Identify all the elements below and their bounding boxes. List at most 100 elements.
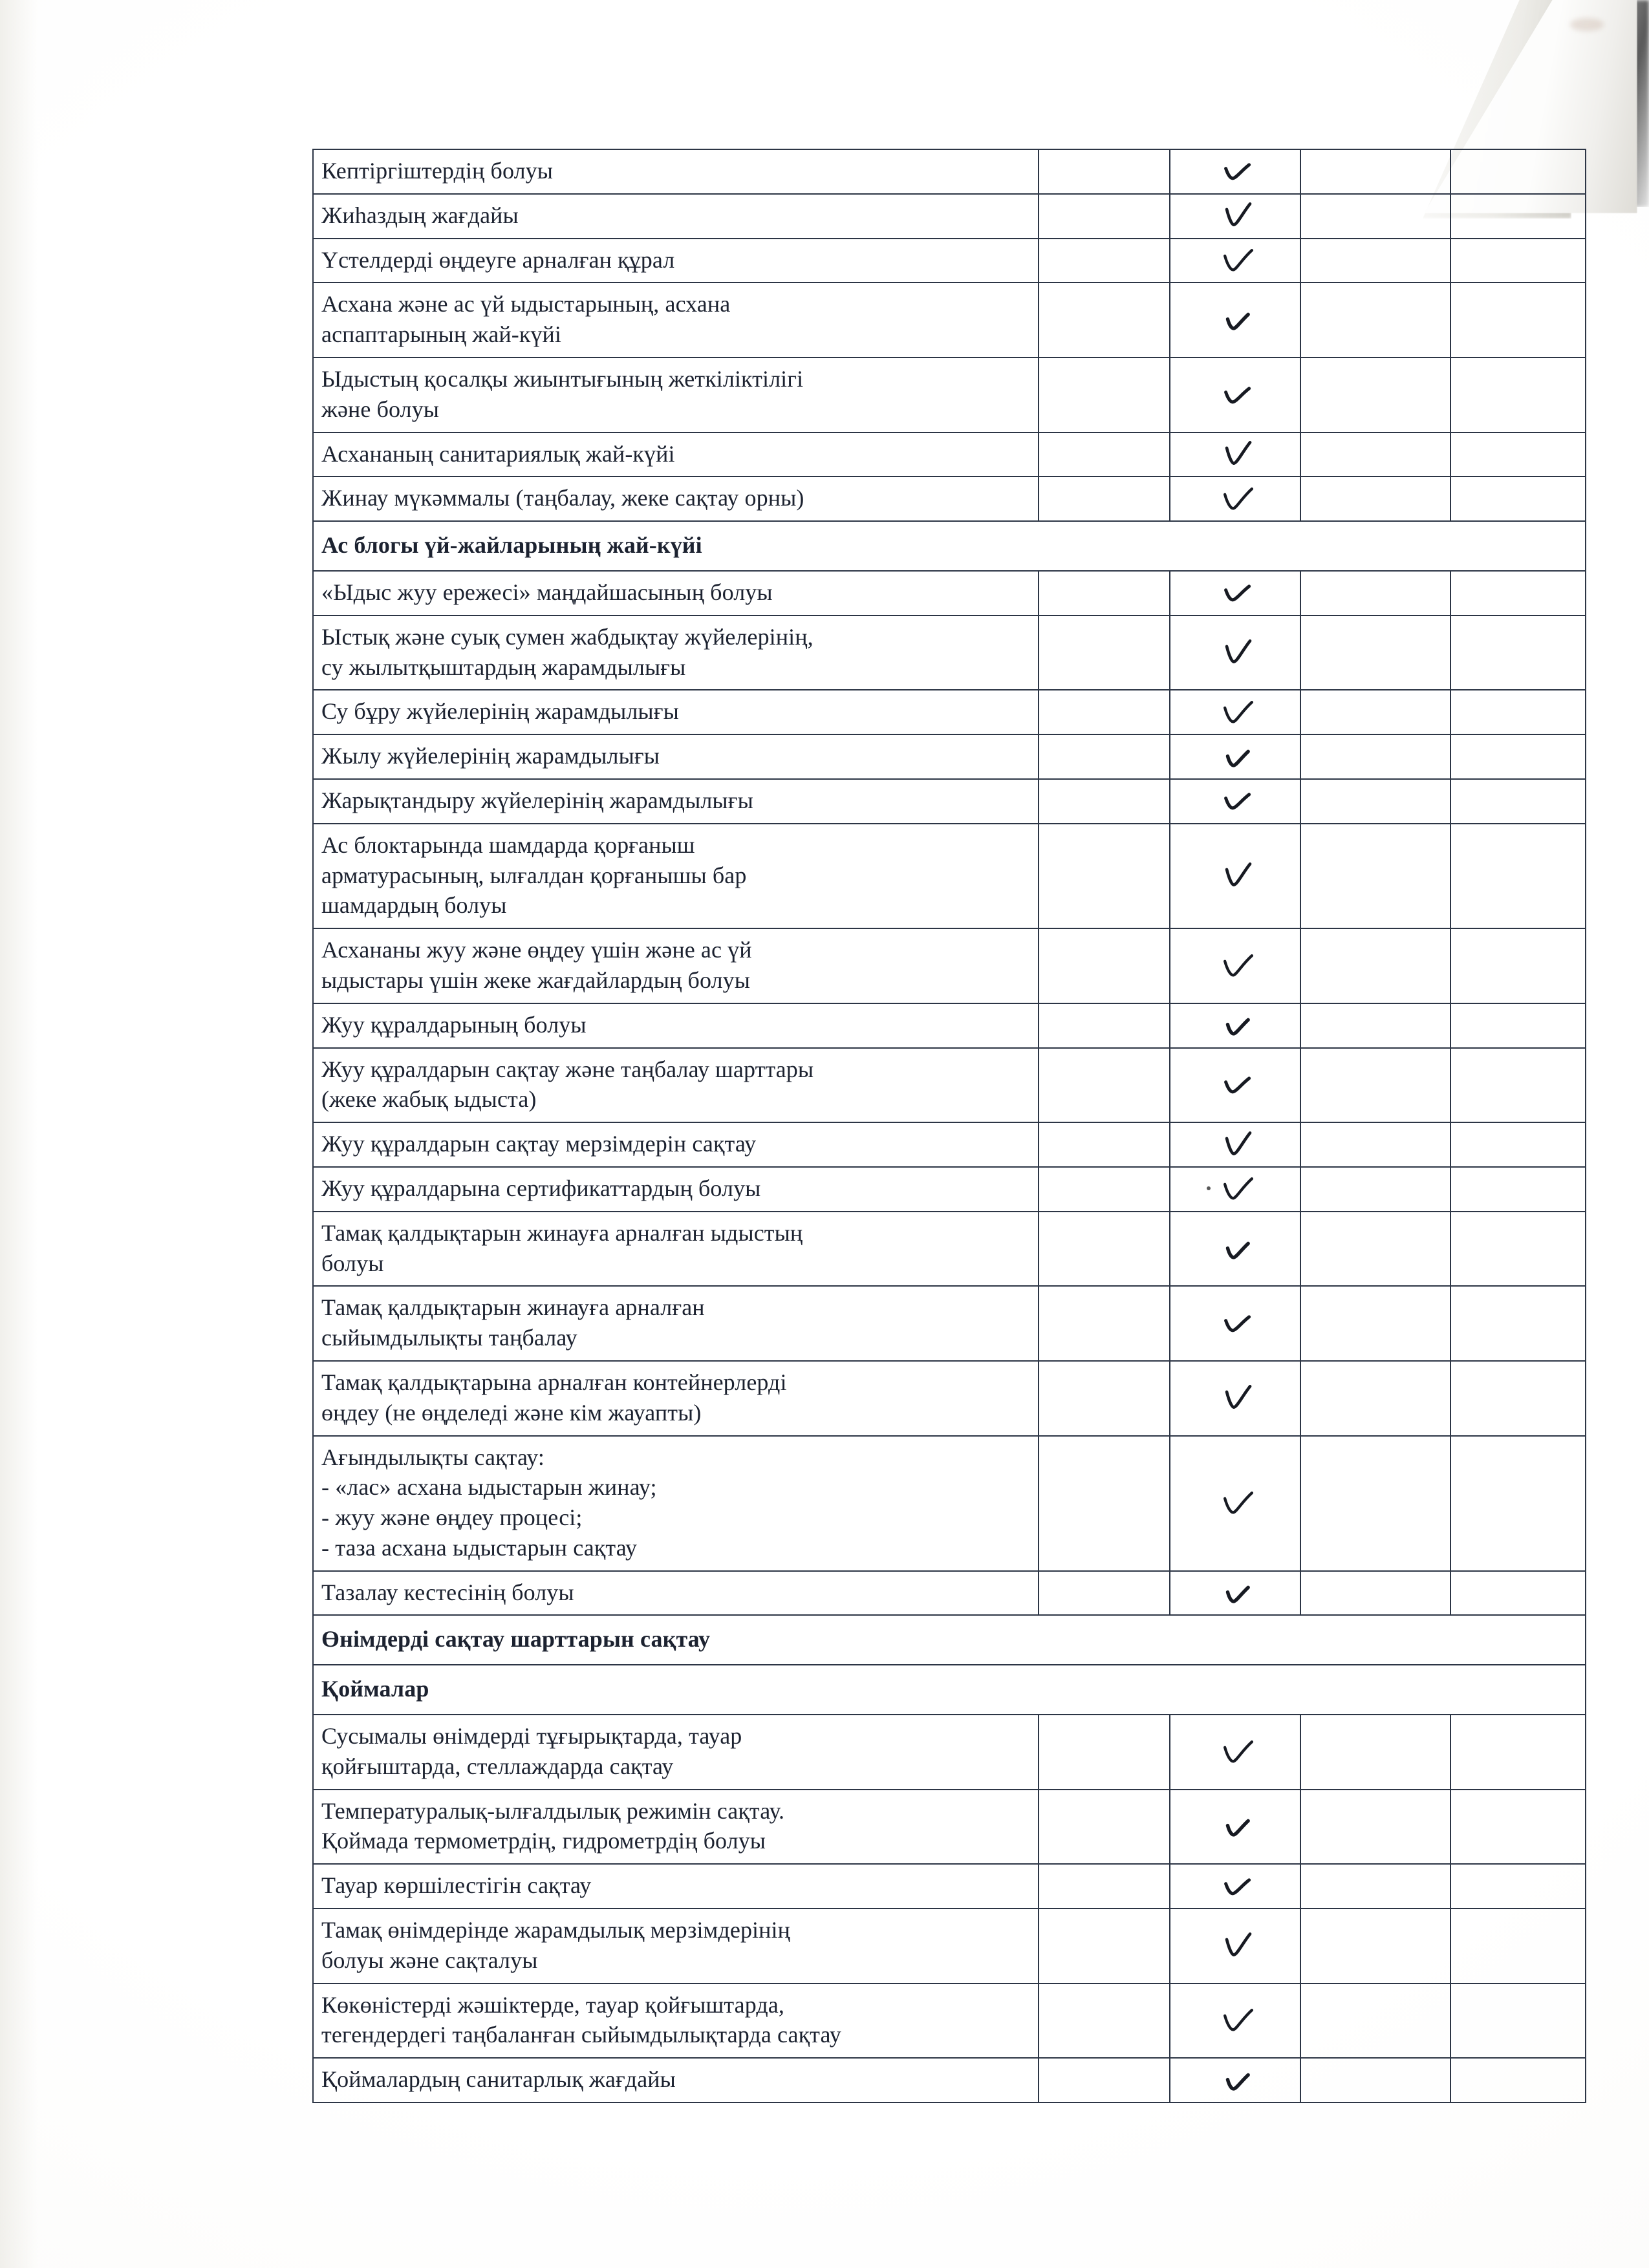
column2-cell[interactable] [1038, 1570, 1170, 1616]
column4-cell[interactable] [1300, 149, 1451, 195]
mark-cell[interactable] [1169, 1166, 1301, 1212]
column2-cell[interactable] [1038, 1435, 1170, 1572]
mark-cell[interactable] [1169, 614, 1301, 691]
column2-cell[interactable] [1038, 928, 1170, 1004]
mark-cell[interactable] [1169, 1570, 1301, 1616]
column2-cell[interactable] [1038, 1360, 1170, 1437]
column4-cell[interactable] [1300, 193, 1451, 239]
column5-cell[interactable] [1450, 1166, 1586, 1212]
mark-cell[interactable] [1169, 1982, 1301, 2059]
column5-cell[interactable] [1450, 1122, 1586, 1168]
column4-cell[interactable] [1300, 928, 1451, 1004]
mark-cell[interactable] [1169, 778, 1301, 824]
column5-cell[interactable] [1450, 1047, 1586, 1124]
column2-cell[interactable] [1038, 689, 1170, 736]
mark-cell[interactable] [1169, 149, 1301, 195]
column5-cell[interactable] [1450, 928, 1586, 1004]
column5-cell[interactable] [1450, 1435, 1586, 1572]
column2-cell[interactable] [1038, 1285, 1170, 1362]
column2-cell[interactable] [1038, 149, 1170, 195]
mark-cell[interactable] [1169, 2057, 1301, 2104]
column2-cell[interactable] [1038, 2057, 1170, 2104]
column5-cell[interactable] [1450, 1570, 1586, 1616]
column2-cell[interactable] [1038, 1982, 1170, 2059]
mark-cell[interactable] [1169, 1863, 1301, 1910]
column4-cell[interactable] [1300, 1210, 1451, 1287]
column2-cell[interactable] [1038, 356, 1170, 433]
column5-cell[interactable] [1450, 734, 1586, 780]
mark-cell[interactable] [1169, 1122, 1301, 1168]
column4-cell[interactable] [1300, 282, 1451, 358]
column2-cell[interactable] [1038, 1166, 1170, 1212]
mark-cell[interactable] [1169, 570, 1301, 616]
column2-cell[interactable] [1038, 1047, 1170, 1124]
column4-cell[interactable] [1300, 1908, 1451, 1984]
column5-cell[interactable] [1450, 431, 1586, 478]
mark-cell[interactable] [1169, 1210, 1301, 1287]
column4-cell[interactable] [1300, 1047, 1451, 1124]
column4-cell[interactable] [1300, 1863, 1451, 1910]
column4-cell[interactable] [1300, 476, 1451, 522]
column4-cell[interactable] [1300, 822, 1451, 930]
column2-cell[interactable] [1038, 1210, 1170, 1287]
column2-cell[interactable] [1038, 734, 1170, 780]
mark-cell[interactable] [1169, 237, 1301, 284]
column5-cell[interactable] [1450, 1982, 1586, 2059]
column2-cell[interactable] [1038, 1863, 1170, 1910]
column5-cell[interactable] [1450, 193, 1586, 239]
mark-cell[interactable] [1169, 1908, 1301, 1984]
column4-cell[interactable] [1300, 734, 1451, 780]
column5-cell[interactable] [1450, 778, 1586, 824]
column2-cell[interactable] [1038, 1908, 1170, 1984]
column4-cell[interactable] [1300, 1435, 1451, 1572]
mark-cell[interactable] [1169, 1788, 1301, 1865]
mark-cell[interactable] [1169, 193, 1301, 239]
column2-cell[interactable] [1038, 1788, 1170, 1865]
column5-cell[interactable] [1450, 476, 1586, 522]
column2-cell[interactable] [1038, 193, 1170, 239]
column4-cell[interactable] [1300, 570, 1451, 616]
mark-cell[interactable] [1169, 1047, 1301, 1124]
mark-cell[interactable] [1169, 822, 1301, 930]
column2-cell[interactable] [1038, 431, 1170, 478]
column4-cell[interactable] [1300, 778, 1451, 824]
column5-cell[interactable] [1450, 2057, 1586, 2104]
column5-cell[interactable] [1450, 1908, 1586, 1984]
column5-cell[interactable] [1450, 1285, 1586, 1362]
column5-cell[interactable] [1450, 282, 1586, 358]
column4-cell[interactable] [1300, 431, 1451, 478]
column2-cell[interactable] [1038, 614, 1170, 691]
column2-cell[interactable] [1038, 1714, 1170, 1790]
column2-cell[interactable] [1038, 476, 1170, 522]
column5-cell[interactable] [1450, 822, 1586, 930]
mark-cell[interactable] [1169, 356, 1301, 433]
mark-cell[interactable] [1169, 689, 1301, 736]
column2-cell[interactable] [1038, 570, 1170, 616]
column4-cell[interactable] [1300, 1714, 1451, 1790]
column4-cell[interactable] [1300, 2057, 1451, 2104]
column4-cell[interactable] [1300, 1002, 1451, 1049]
column5-cell[interactable] [1450, 1714, 1586, 1790]
column4-cell[interactable] [1300, 237, 1451, 284]
mark-cell[interactable] [1169, 1002, 1301, 1049]
column2-cell[interactable] [1038, 778, 1170, 824]
column5-cell[interactable] [1450, 149, 1586, 195]
column5-cell[interactable] [1450, 1788, 1586, 1865]
column5-cell[interactable] [1450, 1002, 1586, 1049]
column4-cell[interactable] [1300, 1982, 1451, 2059]
column4-cell[interactable] [1300, 1570, 1451, 1616]
column2-cell[interactable] [1038, 237, 1170, 284]
mark-cell[interactable] [1169, 1360, 1301, 1437]
column5-cell[interactable] [1450, 689, 1586, 736]
mark-cell[interactable] [1169, 1714, 1301, 1790]
mark-cell[interactable] [1169, 734, 1301, 780]
column4-cell[interactable] [1300, 1166, 1451, 1212]
column2-cell[interactable] [1038, 1122, 1170, 1168]
column2-cell[interactable] [1038, 822, 1170, 930]
column4-cell[interactable] [1300, 1122, 1451, 1168]
column4-cell[interactable] [1300, 1285, 1451, 1362]
column4-cell[interactable] [1300, 689, 1451, 736]
column4-cell[interactable] [1300, 356, 1451, 433]
column2-cell[interactable] [1038, 282, 1170, 358]
mark-cell[interactable] [1169, 928, 1301, 1004]
